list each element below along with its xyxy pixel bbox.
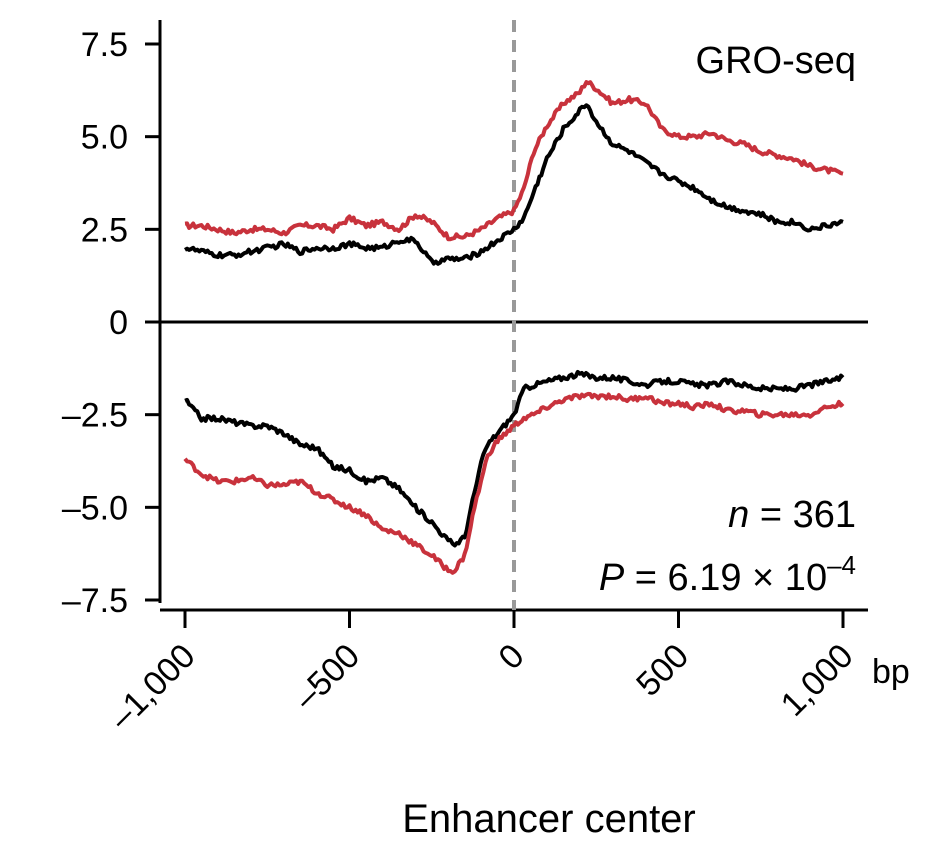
plot-area: 7.5 5.0 2.5 0 –2.5 –5.0 –7.5 –1,000 –500 0 500 1,0… [62,20,868,737]
x-tick-label: 1,000 [774,637,861,724]
y-tick-label: 5.0 [81,119,128,157]
x-tick-label: –1,000 [102,637,202,737]
x-unit-label: bp [872,653,910,691]
series-line-red-upper [184,80,844,242]
series-line-black-lower [184,369,845,548]
x-tick-label: 500 [629,637,696,704]
y-tick-label: 2.5 [81,211,128,249]
series-line-black-upper [184,103,844,266]
x-tick-label: –500 [287,637,367,717]
y-tick-label: –2.5 [62,397,128,435]
n-annotation: n = 361 [728,494,856,536]
y-ticks: 7.5 5.0 2.5 0 –2.5 –5.0 –7.5 [62,26,160,620]
y-tick-label: 7.5 [81,26,128,64]
p-exponent: –4 [827,550,856,580]
x-axis-title: Enhancer center [402,797,696,841]
p-annotation: P = 6.19 × 10–4 [599,550,856,599]
y-tick-label: –5.0 [62,489,128,527]
y-tick-label: 0 [109,304,128,342]
series-layer [183,80,845,575]
x-ticks: –1,000 –500 0 500 1,000 [102,610,861,737]
y-tick-label: –7.5 [62,582,128,620]
x-tick-label: 0 [491,637,531,677]
series-line-red-lower [183,391,845,575]
panel-label: GRO-seq [696,40,856,82]
